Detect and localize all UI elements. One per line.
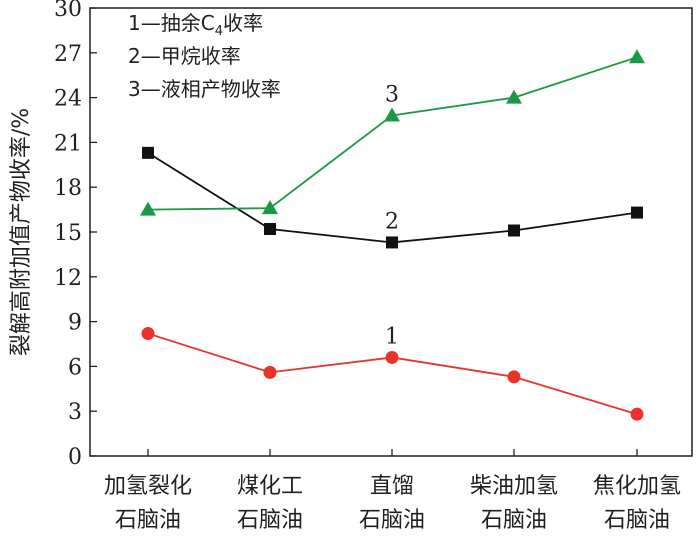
y-tick-label: 30 xyxy=(54,0,82,22)
data-point-square xyxy=(142,146,154,159)
legend-entry-3: 3—液相产物收率 xyxy=(128,77,281,101)
y-tick-label: 0 xyxy=(68,445,82,470)
series-1-tag: 1 xyxy=(385,324,399,349)
x-category-label: 柴油加氢 xyxy=(470,474,558,499)
data-point-circle xyxy=(507,370,521,384)
data-point-circle xyxy=(141,327,155,341)
x-category-label: 直馏 xyxy=(370,474,414,499)
data-point-triangle xyxy=(506,89,522,104)
x-category-label: 石脑油 xyxy=(115,508,181,533)
data-point-triangle xyxy=(140,201,156,216)
x-category-label: 焦化加氢 xyxy=(593,474,681,499)
legend-entry-2: 2—甲烷收率 xyxy=(128,44,241,68)
x-category-label: 石脑油 xyxy=(359,508,425,533)
y-tick-label: 27 xyxy=(54,42,82,67)
y-tick-label: 6 xyxy=(68,355,82,380)
y-tick-label: 21 xyxy=(54,131,82,156)
x-category-label: 煤化工 xyxy=(237,474,303,499)
y-tick-label: 24 xyxy=(54,87,82,112)
legend-entry-1: 1—抽余C4收率 xyxy=(128,11,263,39)
series-1: 1 xyxy=(141,324,644,421)
y-tick-label: 15 xyxy=(54,221,82,246)
y-axis-ticks: 0 3 6 9 12 15 18 21 24 27 30 xyxy=(54,0,97,470)
series-3-tag: 3 xyxy=(385,83,399,108)
y-tick-label: 18 xyxy=(54,176,82,201)
y-tick-label: 12 xyxy=(54,266,82,291)
data-point-circle xyxy=(630,407,644,421)
data-point-square xyxy=(386,236,398,249)
data-point-triangle xyxy=(629,49,645,64)
x-category-label: 石脑油 xyxy=(237,508,303,533)
series-2-tag: 2 xyxy=(385,209,399,234)
x-category-label: 石脑油 xyxy=(604,508,670,533)
series-2: 2 xyxy=(142,146,643,249)
series-layer: 1 2 3 xyxy=(140,49,645,421)
x-category-label: 加氢裂化 xyxy=(104,474,192,499)
data-point-triangle xyxy=(384,107,400,122)
series-3: 3 xyxy=(140,49,645,216)
data-point-square xyxy=(508,224,520,237)
data-point-circle xyxy=(263,365,277,379)
data-point-square xyxy=(631,206,643,219)
data-point-square xyxy=(264,223,276,236)
x-category-label: 石脑油 xyxy=(481,508,547,533)
data-point-circle xyxy=(385,350,399,364)
y-tick-label: 3 xyxy=(68,400,82,425)
data-point-triangle xyxy=(262,200,278,215)
legend: 1—抽余C4收率 2—甲烷收率 3—液相产物收率 xyxy=(128,11,281,101)
y-tick-label: 9 xyxy=(68,311,82,336)
y-axis-label: 裂解高附加值产物收率/% xyxy=(9,108,34,356)
